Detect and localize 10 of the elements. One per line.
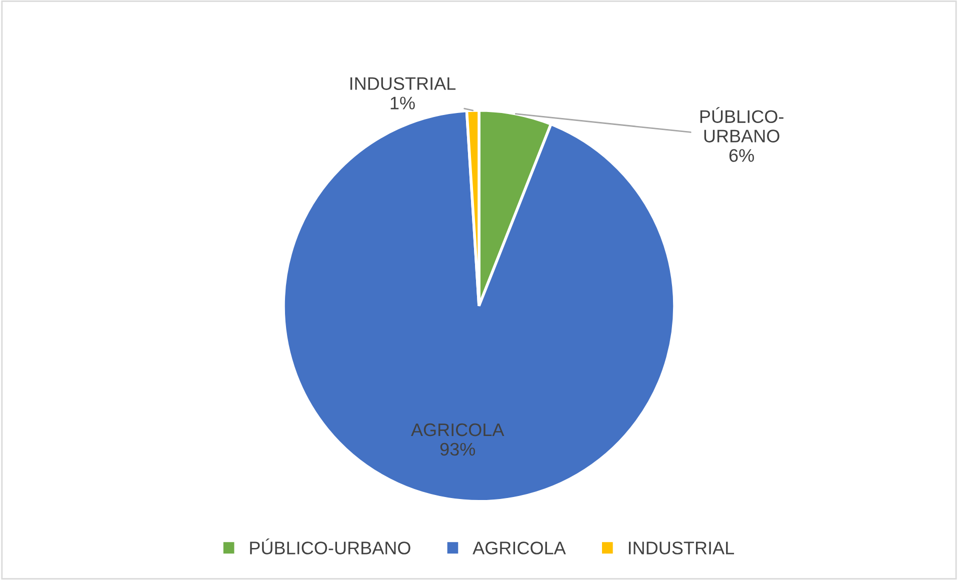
slice-label: AGRICOLA [410, 423, 504, 436]
slice-label: INDUSTRIAL [350, 77, 456, 90]
legend-label: AGRICOLA [472, 542, 566, 554]
data-label: 1% [390, 96, 415, 110]
slice-label: PÚBLICO-URBANO [700, 107, 784, 142]
data-label: 6% [729, 149, 754, 162]
data-label: 93% [440, 442, 476, 456]
legend-label: PÚBLICO-URBANO [250, 538, 410, 554]
pie-slice [282, 109, 676, 503]
legend-label: INDUSTRIAL [628, 542, 734, 554]
